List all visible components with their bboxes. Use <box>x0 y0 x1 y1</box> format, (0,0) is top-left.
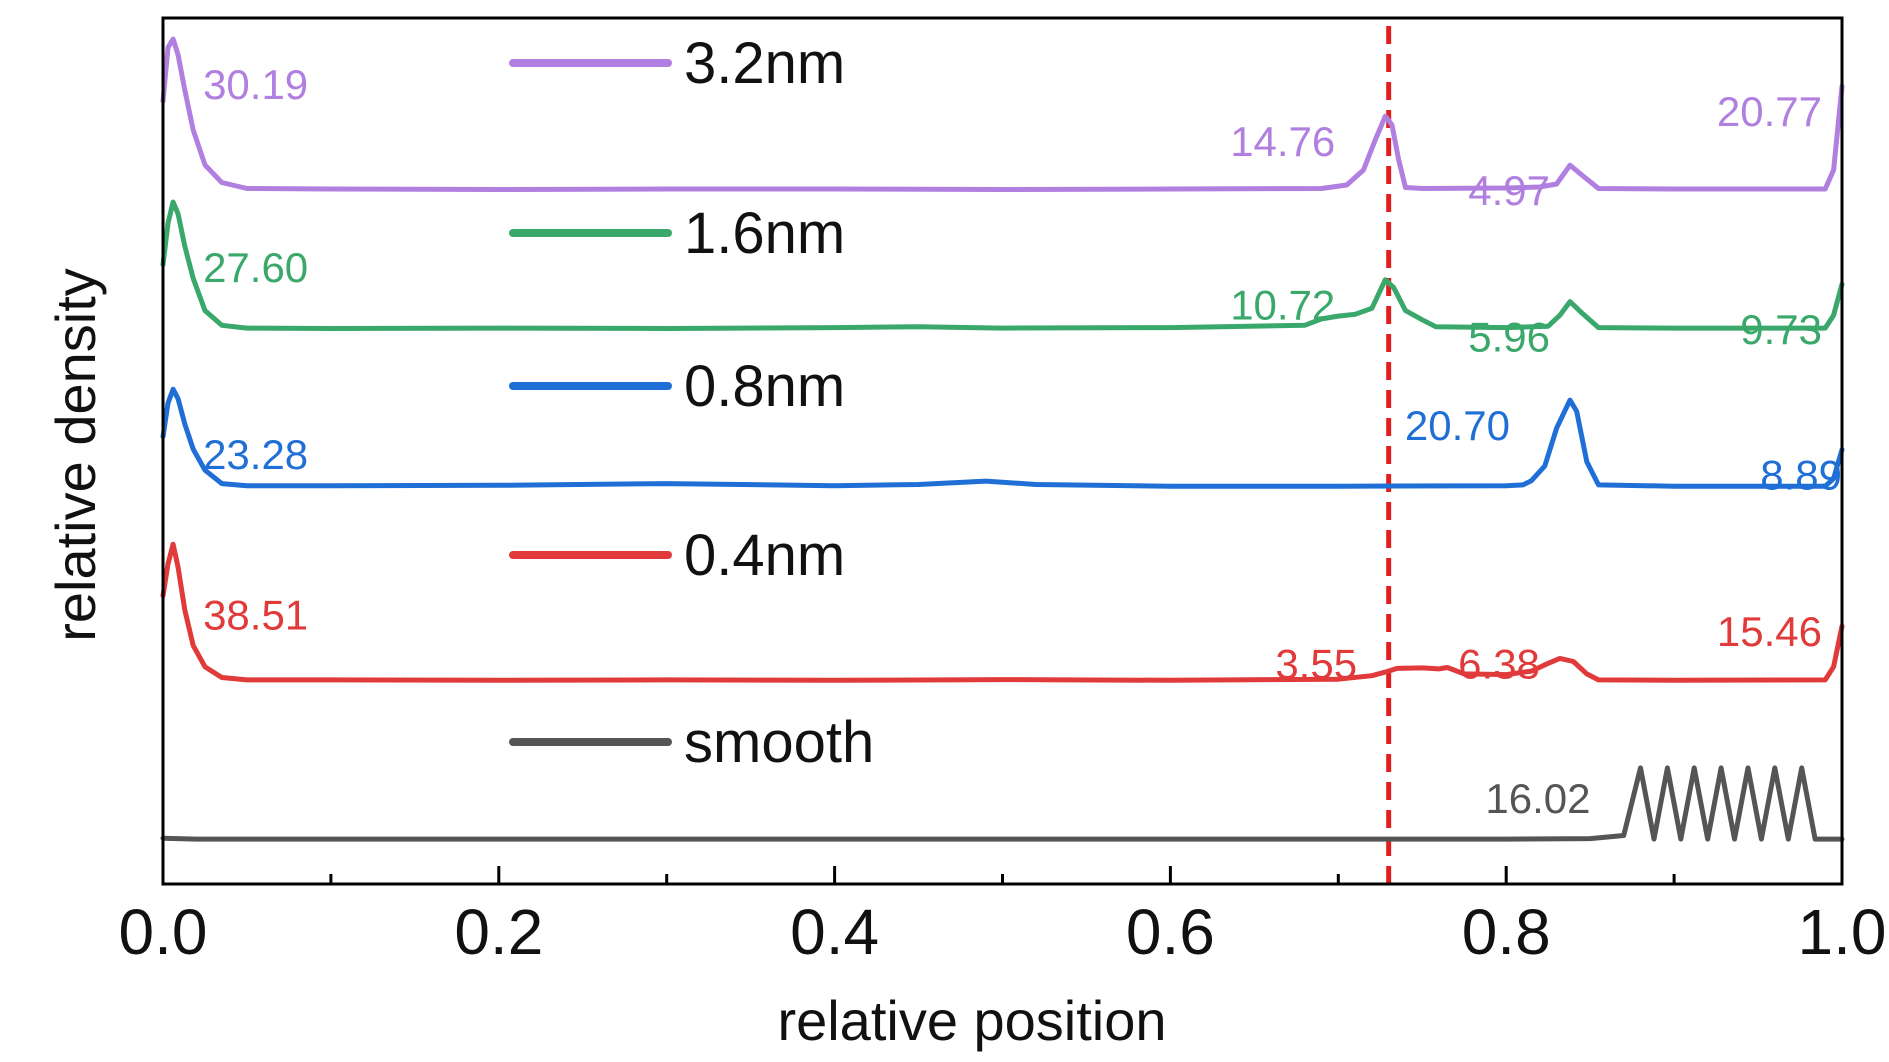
peak-label-0-4nm-0: 38.51 <box>203 591 308 638</box>
y-axis-title: relative density <box>44 268 107 642</box>
peak-label-0-8nm-1: 20.70 <box>1405 402 1510 449</box>
peak-label-1-6nm-2: 5.96 <box>1468 314 1550 361</box>
legend: 3.2nm 1.6nm 0.8nm 0.4nm smooth <box>509 31 874 775</box>
series-line-1-6nm <box>160 199 1845 331</box>
legend-label-1-6nm: 1.6nm <box>684 201 845 266</box>
x-tick-label: 1.0 <box>1798 896 1887 968</box>
legend-label-0-8nm: 0.8nm <box>684 354 845 419</box>
x-tick-label: 0.2 <box>454 896 543 968</box>
peak-label-0-4nm-1: 3.55 <box>1275 640 1357 687</box>
peak-label-1-6nm-3: 9.73 <box>1740 306 1822 353</box>
peak-label-3-2nm-3: 20.77 <box>1717 88 1822 135</box>
x-tick-label: 0.6 <box>1126 896 1215 968</box>
series-line-3-2nm <box>160 36 1845 192</box>
legend-label-smooth: smooth <box>684 710 874 775</box>
series-line-0-8nm <box>160 386 1845 489</box>
peak-label-smooth-0: 16.02 <box>1485 775 1590 822</box>
x-axis-ticks: 0.0 0.2 0.4 0.6 0.8 1.0 <box>119 866 1887 968</box>
peak-label-0-8nm-2: 8.89 <box>1760 452 1842 499</box>
peak-label-1-6nm-1: 10.72 <box>1230 282 1335 329</box>
series-layer <box>160 36 1845 842</box>
peak-label-1-6nm-0: 27.60 <box>203 244 308 291</box>
legend-label-0-4nm: 0.4nm <box>684 523 845 588</box>
x-tick-label: 0.4 <box>790 896 879 968</box>
peak-label-3-2nm-2: 4.97 <box>1468 167 1550 214</box>
peak-labels-layer: 30.19 14.76 4.97 20.77 27.60 10.72 5.96 9.73 23.… <box>203 61 1842 822</box>
plot-frame-layer <box>161 16 1844 886</box>
legend-label-3-2nm: 3.2nm <box>684 31 845 96</box>
x-tick-label: 0.8 <box>1462 896 1551 968</box>
peak-label-0-4nm-3: 15.46 <box>1717 608 1822 655</box>
peak-label-3-2nm-1: 14.76 <box>1230 118 1335 165</box>
series-line-0-4nm <box>160 541 1845 683</box>
plot-frame <box>161 16 1844 886</box>
series-line-smooth <box>160 765 1845 842</box>
peak-label-0-8nm-0: 23.28 <box>203 431 308 478</box>
peak-label-3-2nm-0: 30.19 <box>203 61 308 108</box>
x-tick-label: 0.0 <box>119 896 208 968</box>
x-axis-title: relative position <box>777 989 1166 1052</box>
peak-label-0-4nm-2: 6.38 <box>1458 640 1540 687</box>
